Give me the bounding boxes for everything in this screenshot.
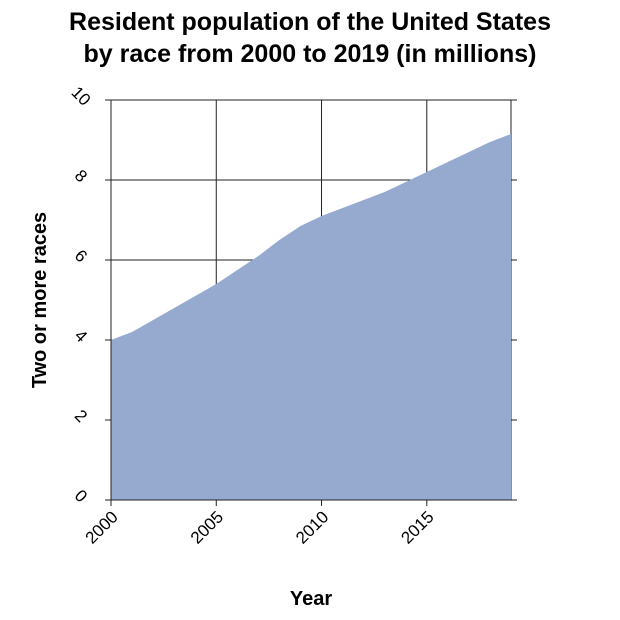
x-tick-label: 2015	[397, 507, 437, 547]
y-tick-label: 2	[71, 406, 91, 426]
x-tick-label: 2005	[187, 507, 227, 547]
chart-title-line-2: by race from 2000 to 2019 (in millions)	[83, 40, 537, 68]
plot-frame	[110, 100, 511, 501]
x-tick-label: 2000	[82, 507, 122, 547]
y-tick-label: 4	[71, 326, 91, 346]
y-tick-label: 10	[67, 83, 94, 110]
x-tick-label: 2010	[292, 507, 332, 547]
y-tick-label: 0	[71, 486, 91, 506]
area-series	[111, 134, 511, 500]
area-fill	[111, 134, 511, 500]
y-tick-label: 6	[71, 246, 91, 266]
y-tick-label: 8	[71, 166, 91, 186]
chart-title-line-1: Resident population of the United States	[69, 8, 551, 36]
y-axis-label: Two or more races	[29, 212, 51, 388]
x-axis-ticks: 2000 2005 2010 2015	[82, 500, 438, 548]
x-axis-label: Year	[290, 588, 332, 610]
chart-title: Resident population of the United States…	[0, 6, 620, 70]
